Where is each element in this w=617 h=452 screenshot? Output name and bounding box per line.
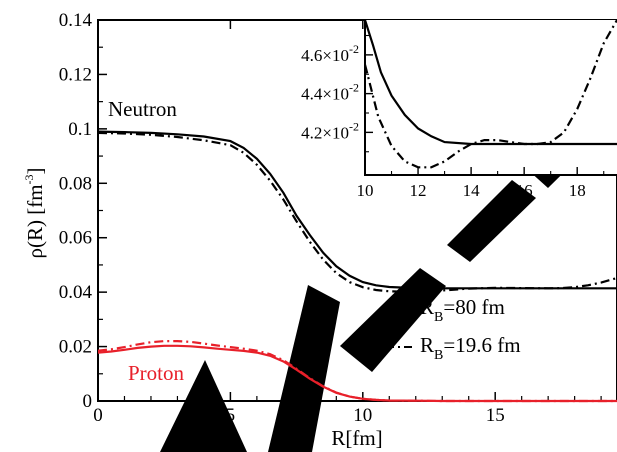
y-tick-label: 0.02 <box>59 337 92 358</box>
x-tick-label: 10 <box>353 405 372 426</box>
x-tick-label: 0 <box>93 405 103 426</box>
y-tick-label: 0.1 <box>68 119 92 140</box>
inset-y-tick-label: 4.6×10-2 <box>301 42 359 65</box>
neutron-label: Neutron <box>108 97 177 121</box>
legend: RB=80 fm RB=19.6 fm <box>385 295 521 363</box>
inset-background <box>365 20 617 175</box>
main-series-group <box>97 130 617 403</box>
inset-x-tick-label: 16 <box>516 181 533 200</box>
y-tick-label: 0.12 <box>59 64 92 85</box>
inset-series-group <box>363 19 617 169</box>
proton-label: Proton <box>128 361 185 385</box>
y-tick-label: 0.06 <box>59 228 92 249</box>
inset-x-tick-label: 18 <box>569 181 586 200</box>
inset-solid-line <box>363 19 617 146</box>
inset-x-tick-label: 10 <box>357 181 374 200</box>
y-tick-label: 0 <box>83 391 93 412</box>
x-tick-label: 5 <box>226 405 236 426</box>
inset-dash-dot-line <box>363 19 617 169</box>
y-axis-title: ρ(R) [fm-3] <box>22 167 47 258</box>
proton-solid-line <box>97 344 617 403</box>
legend-label-19-6fm: RB=19.6 fm <box>420 333 521 363</box>
neutron-dash-dot-line <box>97 131 617 293</box>
main-axis-ticks: 0 5 10 15 0 0.02 0.04 0.06 0.08 0.1 0.12 0.14 <box>59 10 602 426</box>
proton-dash-dot-line <box>97 340 617 403</box>
inset-x-tick-label: 14 <box>463 181 481 200</box>
inset-axis-ticks: 10 12 14 16 18 4.2×10-2 4.4×10-2 4.6×10-2 <box>301 34 605 200</box>
y-tick-label: 0.14 <box>59 10 93 31</box>
legend-label-80fm: RB=80 fm <box>420 295 505 325</box>
inset-plot: 10 12 14 16 18 4.2×10-2 4.4×10-2 4.6×10-2 <box>301 19 617 200</box>
inset-x-tick-label: 12 <box>410 181 427 200</box>
inset-y-tick-label: 4.2×10-2 <box>301 119 359 142</box>
x-tick-label: 15 <box>486 405 505 426</box>
x-axis-title: R[fm] <box>331 426 382 450</box>
y-tick-label: 0.08 <box>59 173 92 194</box>
main-plot: 0 5 10 15 0 0.02 0.04 0.06 0.08 0.1 0.12 0.14 <box>59 10 617 426</box>
inset-y-tick-label: 4.4×10-2 <box>301 81 359 104</box>
y-tick-label: 0.04 <box>59 282 93 303</box>
inset-frame <box>364 20 617 176</box>
